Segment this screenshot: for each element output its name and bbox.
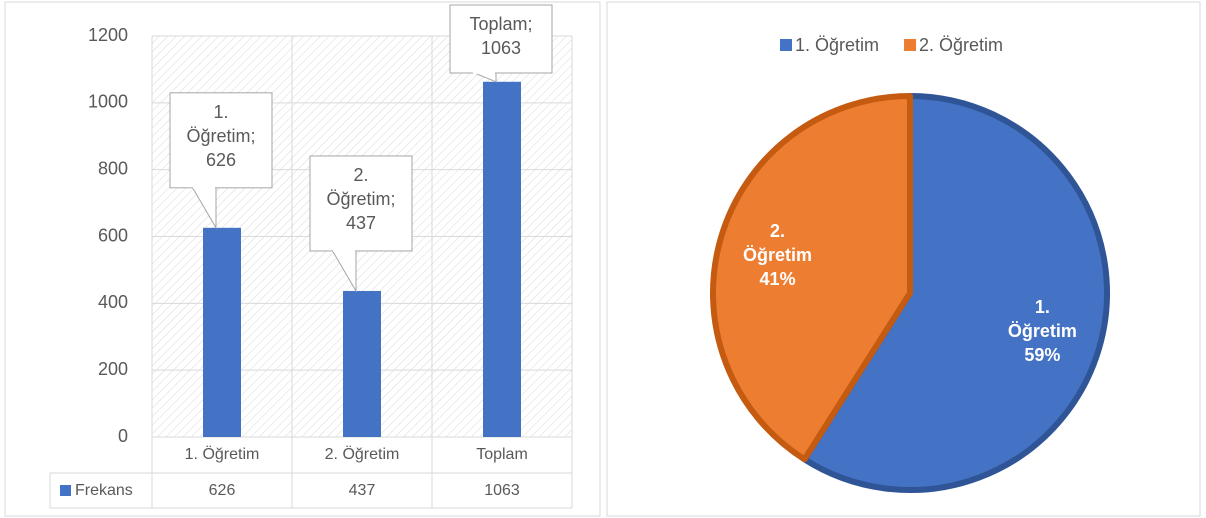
callout-box [169,92,273,189]
y-tick-label: 1200 [88,25,128,45]
slice-value: 41% [759,268,796,289]
x-tick-label: Toplam [476,446,528,463]
legend-key [780,39,792,51]
slice-value: 59% [1024,345,1061,366]
data-label-text: 1. Öğretim 626 [181,100,261,172]
y-tick-label: 800 [98,158,128,178]
table-value: 1063 [484,482,520,499]
x-tick-label: 2. Öğretim [325,445,400,463]
x-tick-label: 1. Öğretim [185,445,260,463]
y-tick-label: 0 [118,426,128,446]
legend-label: 2. Öğretim [919,35,1003,55]
legend-key [60,485,71,496]
table-value: 437 [349,482,376,499]
pie-slice [801,93,1110,493]
data-label: 2. Öğretim 437 [311,157,411,250]
callout-box [449,4,553,74]
callout-box [309,155,413,252]
data-label-category: 2. Öğretim [326,165,395,209]
data-label-category: Toplam [469,14,532,34]
data-label: 1. Öğretim 626 [171,94,271,187]
data-label-text: Toplam 1063 [451,12,551,60]
slice-label: 1. Öğretim 59% [1002,295,1082,367]
table-value: 626 [209,482,236,499]
slice-category: 2. Öğretim [743,220,813,265]
right-panel [606,1,1201,517]
y-tick-label: 400 [98,292,128,312]
data-label-value: 626 [205,149,237,170]
data-label-category: 1. Öğretim [186,102,255,146]
pie-slice [710,93,913,463]
bar [483,81,521,438]
y-tick-label: 1000 [88,92,128,112]
y-tick-label: 200 [98,359,128,379]
legend-label: Frekans [75,482,133,499]
bar [343,290,381,437]
data-label: Toplam 1063 [451,6,551,72]
slice-category: 1. Öğretim [1007,297,1077,342]
y-tick-label: 600 [98,225,128,245]
data-label-value: 437 [345,212,377,233]
data-label-value: 1063 [480,38,522,58]
slice-label: 2. Öğretim 41% [738,219,818,291]
left-panel [4,1,601,517]
data-label-text: 2. Öğretim 437 [321,163,401,235]
legend-key [904,39,917,51]
legend-label: 1. Öğretim [795,35,879,55]
bar [203,227,241,437]
